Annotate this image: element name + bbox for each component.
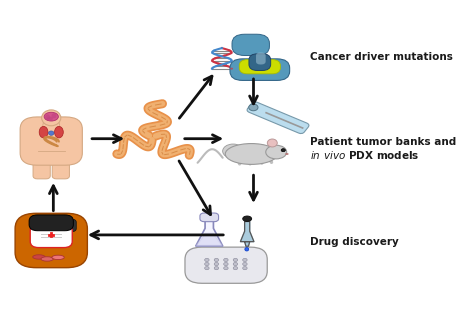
Polygon shape [197, 233, 222, 245]
Circle shape [243, 262, 247, 266]
FancyBboxPatch shape [230, 59, 290, 81]
FancyBboxPatch shape [247, 102, 309, 134]
FancyBboxPatch shape [57, 121, 82, 150]
Polygon shape [245, 242, 250, 246]
Circle shape [217, 63, 219, 64]
Ellipse shape [44, 112, 58, 121]
FancyBboxPatch shape [29, 215, 73, 231]
Ellipse shape [41, 257, 53, 261]
Text: Drug discovery: Drug discovery [310, 237, 399, 247]
Circle shape [218, 55, 221, 57]
Circle shape [224, 258, 228, 262]
Ellipse shape [225, 144, 277, 165]
Circle shape [215, 65, 218, 67]
Circle shape [281, 149, 285, 152]
Ellipse shape [39, 126, 48, 138]
FancyBboxPatch shape [200, 213, 219, 222]
FancyBboxPatch shape [52, 152, 69, 179]
Circle shape [205, 258, 209, 262]
Ellipse shape [243, 216, 252, 221]
Circle shape [211, 67, 214, 70]
Ellipse shape [45, 114, 50, 120]
Circle shape [233, 267, 237, 270]
Circle shape [205, 262, 209, 266]
FancyBboxPatch shape [28, 121, 53, 150]
Circle shape [214, 262, 219, 266]
Circle shape [213, 49, 216, 51]
FancyBboxPatch shape [232, 34, 269, 55]
Text: Cancer driver mutations: Cancer driver mutations [310, 52, 453, 62]
Circle shape [230, 67, 233, 70]
FancyBboxPatch shape [185, 247, 267, 283]
Circle shape [233, 258, 237, 262]
FancyBboxPatch shape [40, 219, 55, 232]
Circle shape [227, 57, 230, 59]
Ellipse shape [266, 145, 287, 159]
Polygon shape [196, 217, 223, 246]
FancyBboxPatch shape [33, 152, 50, 179]
Circle shape [224, 63, 227, 64]
Circle shape [228, 49, 231, 51]
Circle shape [214, 57, 217, 59]
Circle shape [249, 104, 258, 111]
Circle shape [233, 262, 237, 266]
Ellipse shape [48, 131, 54, 135]
FancyBboxPatch shape [256, 53, 265, 64]
Circle shape [230, 60, 233, 62]
Circle shape [211, 60, 214, 62]
Circle shape [226, 65, 228, 67]
Ellipse shape [42, 110, 61, 126]
Ellipse shape [52, 114, 56, 118]
FancyBboxPatch shape [61, 219, 76, 232]
Ellipse shape [245, 248, 249, 251]
FancyBboxPatch shape [33, 219, 48, 232]
Ellipse shape [52, 255, 64, 260]
Circle shape [224, 262, 228, 266]
FancyBboxPatch shape [54, 219, 69, 232]
FancyBboxPatch shape [43, 122, 60, 132]
Text: $\it{in}$ $\it{vivo}$ PDX models: $\it{in}$ $\it{vivo}$ PDX models [310, 150, 420, 161]
Text: Patient tumor banks and: Patient tumor banks and [310, 137, 456, 147]
Circle shape [223, 55, 226, 57]
Circle shape [230, 52, 233, 54]
Ellipse shape [286, 153, 288, 155]
Ellipse shape [223, 144, 244, 158]
Circle shape [243, 267, 247, 270]
FancyBboxPatch shape [15, 213, 87, 268]
Ellipse shape [267, 139, 277, 147]
Ellipse shape [55, 126, 64, 138]
FancyBboxPatch shape [30, 225, 72, 248]
Ellipse shape [33, 255, 45, 259]
Polygon shape [240, 221, 254, 242]
FancyBboxPatch shape [47, 219, 62, 232]
FancyBboxPatch shape [20, 117, 82, 165]
Circle shape [214, 267, 219, 270]
FancyBboxPatch shape [253, 53, 267, 71]
FancyBboxPatch shape [249, 54, 271, 71]
FancyBboxPatch shape [239, 60, 281, 74]
Circle shape [214, 258, 219, 262]
Circle shape [243, 258, 247, 262]
Ellipse shape [47, 117, 53, 121]
Circle shape [211, 52, 214, 54]
Circle shape [205, 267, 209, 270]
Circle shape [224, 267, 228, 270]
